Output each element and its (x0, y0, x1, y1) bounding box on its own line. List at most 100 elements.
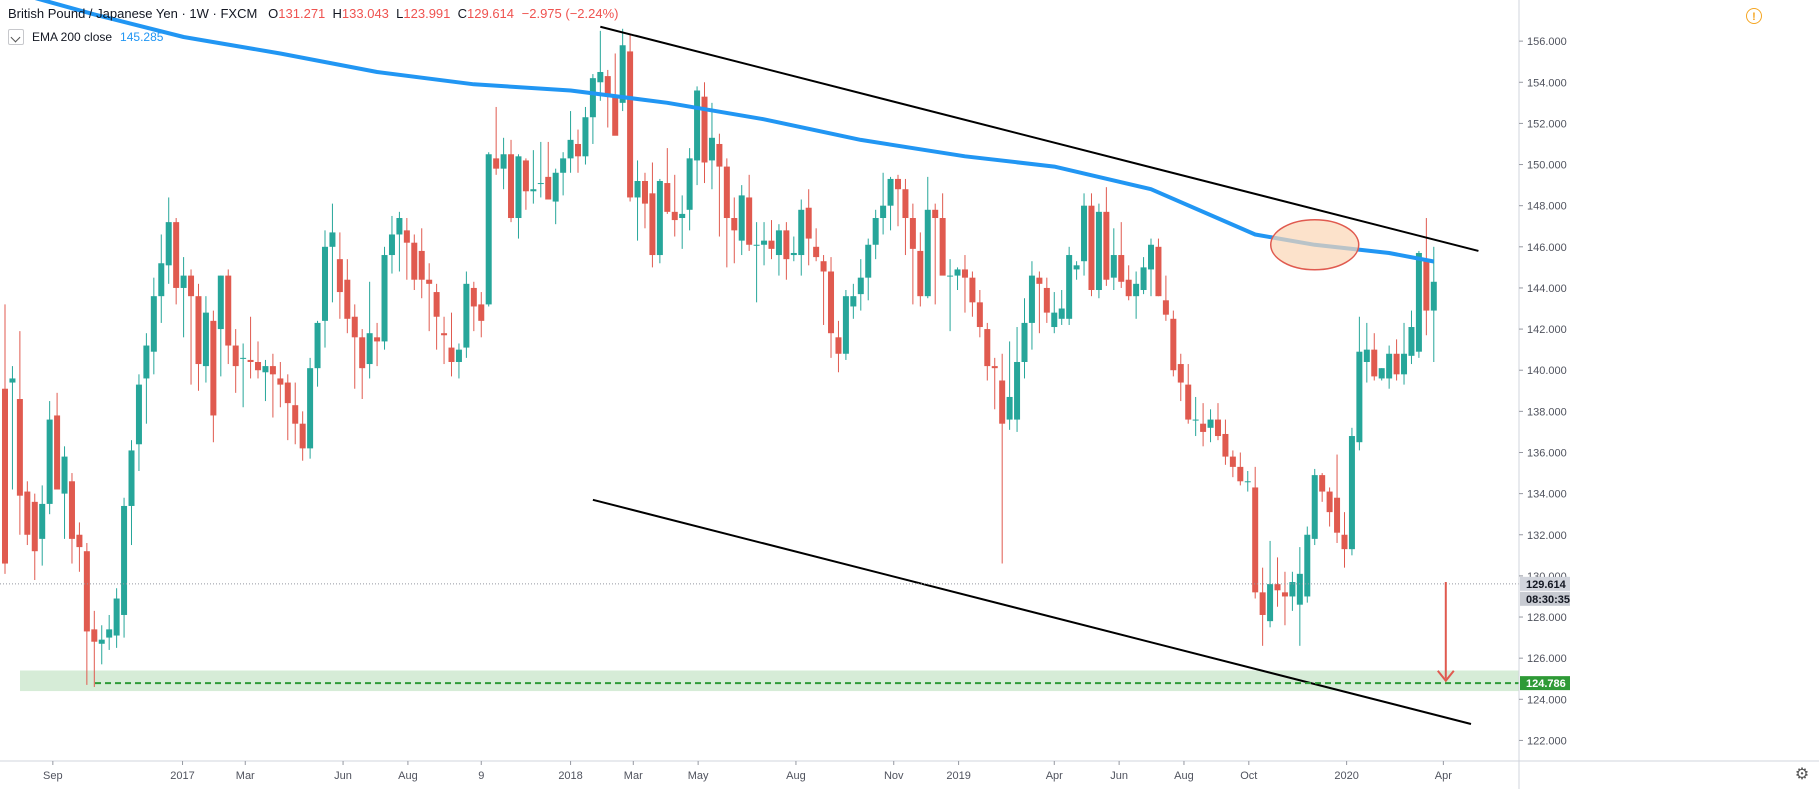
candle-body (1371, 349, 1378, 377)
candle-body (1192, 419, 1199, 421)
candle-body (738, 195, 745, 241)
candle-body (173, 222, 180, 288)
candle-body (195, 296, 202, 365)
candle-body (1207, 419, 1214, 428)
candle-body (999, 380, 1006, 424)
y-tick-label: 126.000 (1527, 653, 1567, 665)
candle-body (106, 629, 113, 638)
candle-body (746, 197, 753, 245)
candle-body (336, 259, 343, 293)
candle-body (344, 279, 351, 319)
candle-body (1229, 456, 1236, 467)
candle-body (954, 269, 961, 276)
low-label: L (396, 6, 404, 21)
candle-body (604, 76, 611, 95)
symbol-name[interactable]: British Pound / Japanese Yen (8, 6, 178, 21)
candle-body (381, 255, 388, 342)
candle-body (411, 242, 418, 280)
support-price-label: 124.786 (1526, 678, 1566, 690)
candle-body (515, 156, 522, 219)
candle-body (842, 296, 849, 354)
candle-body (835, 337, 842, 354)
candle-body (1028, 275, 1035, 323)
high-value: 133.043 (341, 6, 389, 21)
candle-body (1304, 534, 1311, 597)
candle-body (1415, 252, 1422, 352)
highlight-ellipse (1269, 219, 1360, 271)
indicator-label[interactable]: EMA 200 close (32, 30, 113, 44)
candle-body (1244, 481, 1251, 483)
candle-body (83, 551, 90, 632)
candle-body (880, 205, 887, 219)
indicator-value: 145.285 (120, 30, 164, 44)
candle-body (232, 345, 239, 367)
candle-body (1386, 353, 1393, 379)
candle-body (455, 349, 462, 362)
candle-body (255, 361, 262, 371)
candle-body (716, 143, 723, 167)
candle-body (500, 154, 507, 169)
candle-body (820, 261, 827, 272)
alert-circle-icon[interactable]: ! (1746, 8, 1762, 24)
last-price-label-bg (1520, 576, 1570, 591)
x-tick-label: 2017 (170, 770, 194, 782)
x-tick-label: Aug (398, 770, 418, 782)
y-tick-label: 128.000 (1527, 612, 1567, 624)
change-value: −2.975 (−2.24%) (521, 6, 619, 21)
candle-body (1363, 349, 1370, 362)
candle-body (530, 189, 537, 192)
chart-legend-header: British Pound / Japanese Yen · 1W · FXCM… (8, 6, 619, 21)
candle-body (1140, 267, 1147, 291)
candle-body (1348, 436, 1355, 550)
candle-body (1162, 300, 1169, 315)
y-tick-label: 156.000 (1527, 36, 1567, 48)
candle-body (1274, 584, 1281, 591)
y-tick-label: 136.000 (1527, 447, 1567, 459)
candle-body (567, 139, 574, 159)
candle-body (1118, 255, 1125, 282)
candle-body (180, 275, 187, 288)
open-label: O (268, 6, 279, 21)
candle-body (545, 176, 552, 200)
gear-icon[interactable]: ⚙ (1794, 766, 1810, 783)
candle-body (627, 51, 634, 198)
y-tick-label: 150.000 (1527, 160, 1567, 172)
candle-body (359, 337, 366, 369)
candle-body (493, 158, 500, 169)
visibility-toggle-icon[interactable] (8, 29, 24, 45)
candle-body (932, 209, 939, 219)
candle-body (1088, 205, 1095, 291)
candle-body (91, 629, 98, 642)
candle-body (701, 96, 708, 163)
candle-body (329, 232, 336, 247)
candle-body (463, 283, 470, 348)
candle-body (1267, 584, 1274, 622)
candle-body (1401, 353, 1408, 375)
candle-body (202, 312, 209, 367)
x-tick-label: May (688, 770, 709, 782)
candle-body (128, 450, 135, 506)
x-tick-label: 2019 (946, 770, 970, 782)
candle-body (284, 382, 291, 404)
y-tick-label: 144.000 (1527, 283, 1567, 295)
exchange: FXCM (220, 6, 258, 21)
candle-body (448, 347, 455, 362)
candle-body (939, 218, 946, 276)
x-tick-label: Oct (1240, 770, 1257, 782)
interval[interactable]: 1W (189, 6, 209, 21)
candle-body (656, 180, 663, 256)
candle-body (1281, 592, 1288, 597)
candle-body (1125, 279, 1132, 297)
y-tick-label: 140.000 (1527, 365, 1567, 377)
candle-body (292, 405, 299, 424)
candle-body (872, 218, 879, 245)
candle-body (969, 277, 976, 303)
candle-body (39, 503, 46, 539)
candle-body (1252, 487, 1259, 593)
down-arrow-head (1437, 670, 1455, 683)
candle-body (396, 218, 403, 235)
candle-body (1200, 423, 1207, 432)
candle-body (1170, 318, 1177, 371)
candle-body (508, 154, 515, 219)
